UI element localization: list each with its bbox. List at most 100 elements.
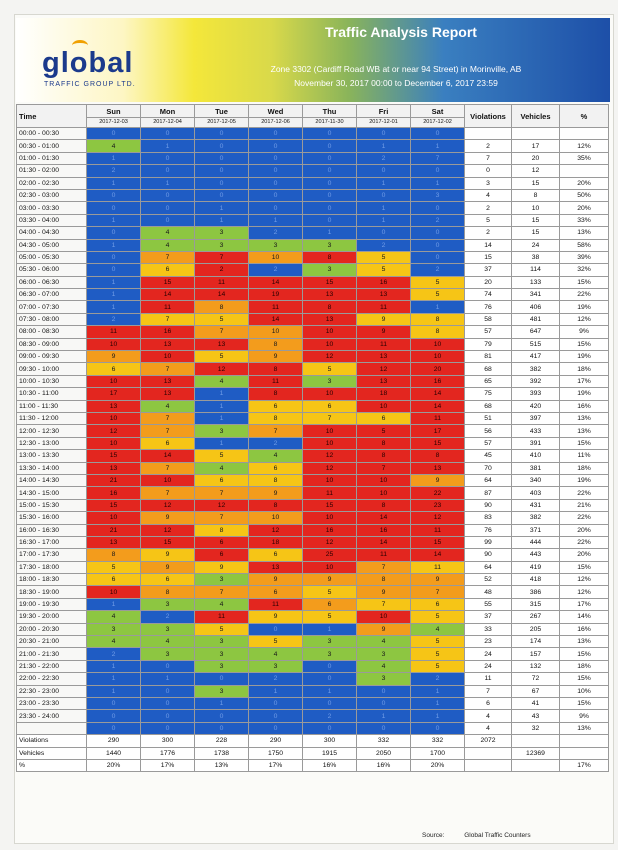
violations-count: 52 [464, 573, 512, 587]
violation-cell: 10 [140, 350, 195, 364]
violation-percent: 18% [559, 362, 609, 376]
violation-cell: 5 [410, 634, 465, 649]
violation-cell: 1 [410, 139, 465, 153]
vehicles-count: 174 [511, 634, 560, 649]
day-date: 2017-12-01 [356, 117, 411, 128]
time-slot: 03:30 - 04:00 [16, 213, 87, 228]
violation-cell: 10 [302, 511, 357, 525]
vehicles-count: 340 [511, 473, 560, 488]
summary-empty [511, 734, 560, 748]
violation-cell: 8 [302, 250, 357, 265]
violations-count: 75 [464, 387, 512, 401]
violation-cell: 8 [86, 548, 141, 562]
violation-cell: 11 [356, 300, 411, 314]
violation-cell: 7 [140, 461, 195, 475]
violation-cell: 12 [302, 350, 357, 364]
violation-cell: 0 [86, 188, 141, 203]
violation-cell: 1 [86, 176, 141, 190]
violation-cell: 10 [356, 486, 411, 500]
violation-cell: 8 [248, 387, 303, 401]
violations-count: 7 [464, 684, 512, 698]
summary-percent: 20% [410, 758, 465, 773]
violation-cell: 4 [410, 622, 465, 637]
source-label: Source: [422, 832, 445, 839]
violation-cell: 1 [194, 436, 249, 451]
time-slot: 08:30 - 09:00 [16, 337, 87, 352]
time-slot: 22:30 - 23:00 [16, 684, 87, 698]
day-name: Mon [140, 104, 195, 118]
violation-cell: 3 [302, 374, 357, 389]
violation-cell: 3 [194, 647, 249, 661]
violation-percent: 21% [559, 498, 609, 513]
violation-cell: 5 [194, 312, 249, 327]
summary-percent: 16% [302, 758, 357, 773]
violation-cell: 2 [356, 151, 411, 166]
violation-cell: 4 [86, 610, 141, 624]
time-slot [16, 721, 87, 736]
violation-cell: 0 [140, 151, 195, 166]
table-row: 01:30 - 02:00 2 0 0 0 0 0 0 0 12 [16, 164, 609, 178]
violation-cell: 11 [356, 337, 411, 352]
violation-cell: 0 [140, 213, 195, 228]
violation-cell: 9 [140, 511, 195, 525]
violation-cell: 3 [140, 622, 195, 637]
violation-cell: 18 [356, 387, 411, 401]
table-row: 09:30 - 10:00 6 7 12 8 5 12 20 68 382 18% [16, 362, 609, 376]
violation-percent: 35% [559, 151, 609, 166]
violation-cell: 11 [410, 411, 465, 426]
violation-cell: 0 [356, 126, 411, 141]
violation-cell: 8 [194, 523, 249, 537]
violation-cell: 6 [248, 585, 303, 599]
violation-cell: 3 [194, 238, 249, 252]
violation-cell: 0 [302, 126, 357, 141]
violation-cell: 0 [194, 188, 249, 203]
violation-cell: 4 [248, 449, 303, 463]
violation-cell: 1 [356, 213, 411, 228]
violation-cell: 13 [356, 288, 411, 302]
violation-cell: 2 [86, 312, 141, 327]
violation-cell: 4 [194, 597, 249, 612]
violation-cell: 4 [140, 399, 195, 414]
violation-cell: 8 [194, 300, 249, 314]
violation-cell: 14 [356, 511, 411, 525]
violation-percent: 32% [559, 263, 609, 277]
table-row: 14:00 - 14:30 21 10 6 8 10 10 9 64 340 19% [16, 473, 609, 488]
summary-vehicles: 1915 [302, 746, 357, 760]
violation-cell: 0 [86, 250, 141, 265]
violation-cell: 0 [410, 238, 465, 252]
violation-cell: 0 [194, 672, 249, 686]
violation-cell: 6 [410, 597, 465, 612]
violation-cell: 3 [194, 634, 249, 649]
violation-cell: 4 [194, 374, 249, 389]
violations-count: 57 [464, 436, 512, 451]
violations-count: 87 [464, 486, 512, 500]
time-slot: 20:00 - 20:30 [16, 622, 87, 637]
violation-cell: 5 [248, 634, 303, 649]
vehicles-total: 12369 [511, 746, 560, 760]
violation-cell: 0 [248, 709, 303, 723]
violation-cell: 0 [86, 126, 141, 141]
violation-percent: 33% [559, 213, 609, 228]
violations-count: 56 [464, 424, 512, 438]
time-slot: 20:30 - 21:00 [16, 634, 87, 649]
vehicles-count: 114 [511, 263, 560, 277]
violation-cell: 3 [356, 672, 411, 686]
violation-cell: 9 [356, 622, 411, 637]
violation-cell: 1 [86, 151, 141, 166]
violation-cell: 1 [194, 387, 249, 401]
vehicles-header: Vehicles [511, 104, 560, 128]
table-row: 22:30 - 23:00 1 0 3 1 1 0 1 7 67 10% [16, 684, 609, 698]
violation-cell: 2 [356, 238, 411, 252]
violation-cell: 21 [86, 523, 141, 537]
violation-cell: 5 [194, 350, 249, 364]
time-slot: 01:30 - 02:00 [16, 164, 87, 178]
violation-percent: 18% [559, 461, 609, 475]
violation-cell: 7 [140, 312, 195, 327]
violation-cell: 2 [248, 672, 303, 686]
violation-cell: 15 [140, 275, 195, 290]
violation-cell: 12 [356, 362, 411, 376]
violation-cell: 0 [302, 721, 357, 736]
violation-cell: 0 [356, 164, 411, 178]
violation-cell: 0 [194, 139, 249, 153]
